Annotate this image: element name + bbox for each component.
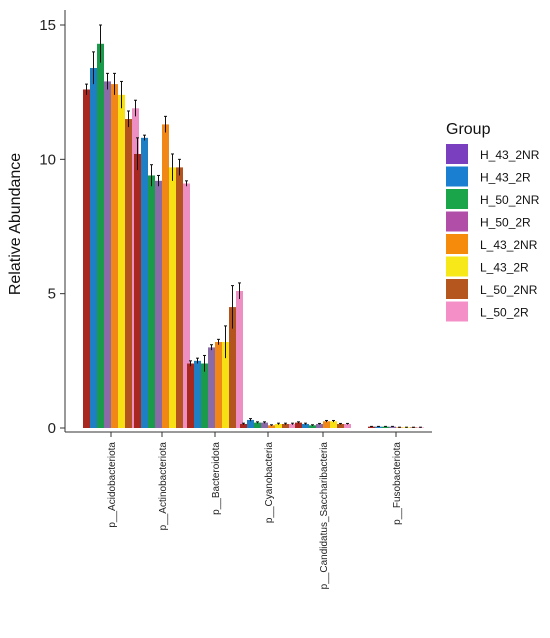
x-tick-label: p__Candidatus_Saccharibacteria [319, 442, 330, 590]
x-tick-label: p__Actinobacteriota [158, 442, 169, 531]
bar [330, 421, 337, 428]
bar [344, 423, 351, 428]
bar [162, 124, 169, 428]
bar [254, 422, 261, 428]
bar [268, 425, 275, 428]
legend-label: L_43_2R [480, 261, 529, 275]
plot-area [83, 24, 424, 429]
legend-swatch [446, 144, 468, 164]
legend-title: Group [446, 121, 491, 138]
legend-swatch [446, 166, 468, 187]
bar [222, 342, 229, 428]
bar [187, 363, 194, 428]
axes: 0 5 10 15 p__Acidobacteriota p__Actinobacteri… [39, 10, 432, 589]
x-tick-label: p__Acidobacteriota [107, 442, 118, 528]
bar [236, 290, 243, 428]
bar [208, 347, 215, 428]
bar [141, 137, 148, 428]
legend-swatch [446, 301, 468, 322]
bar [295, 422, 302, 428]
legend-label: L_50_2NR [480, 283, 538, 297]
bar [247, 419, 254, 428]
bar [368, 426, 375, 428]
bar [134, 153, 141, 428]
bar [261, 422, 268, 428]
legend-label: L_50_2R [480, 306, 529, 320]
legend-label: H_50_2R [480, 216, 531, 230]
bar [183, 183, 190, 428]
bar [275, 423, 282, 428]
bar [155, 180, 162, 428]
bar [97, 43, 104, 428]
legend-label: H_43_2R [480, 171, 531, 185]
bar [169, 167, 176, 429]
x-tick-label: p__Bacteroidota [211, 442, 222, 515]
legend-label: H_43_2NR [480, 148, 540, 162]
bar [302, 423, 309, 428]
bar [215, 342, 222, 428]
bar [323, 421, 330, 428]
bar [375, 426, 382, 428]
bar [148, 175, 155, 428]
bar [240, 423, 247, 428]
bar [382, 426, 389, 428]
bar [194, 360, 201, 428]
y-tick-label: 5 [48, 286, 56, 303]
legend-swatch [446, 256, 468, 277]
bar [389, 426, 396, 428]
bar [83, 89, 90, 428]
legend-swatch [446, 211, 468, 232]
y-tick-label: 0 [48, 420, 56, 437]
bar [176, 167, 183, 429]
bar [229, 307, 236, 428]
legend-swatch [446, 279, 468, 299]
legend-swatch [446, 189, 468, 209]
legend: Group H_43_2NR H_43_2R H_50_2NR H_50_2R L_43… [446, 121, 540, 322]
bar [111, 84, 118, 429]
bar [201, 363, 208, 428]
bar [309, 425, 316, 428]
legend-label: H_50_2NR [480, 193, 540, 207]
legend-label: L_43_2NR [480, 238, 538, 252]
x-tick-label: p__Cyanobacteria [264, 442, 275, 524]
bar [337, 423, 344, 428]
bar [282, 423, 289, 428]
legend-swatch [446, 234, 468, 254]
bar [125, 119, 132, 429]
bar [118, 94, 125, 428]
bar [90, 67, 97, 428]
bar [289, 423, 296, 428]
y-axis-title: Relative Abundance [7, 153, 24, 295]
x-tick-label: p__Fusobacteriota [392, 442, 403, 525]
y-tick-label: 10 [39, 151, 56, 168]
y-tick-label: 15 [39, 17, 56, 34]
bar [316, 423, 323, 428]
bar [104, 81, 111, 429]
